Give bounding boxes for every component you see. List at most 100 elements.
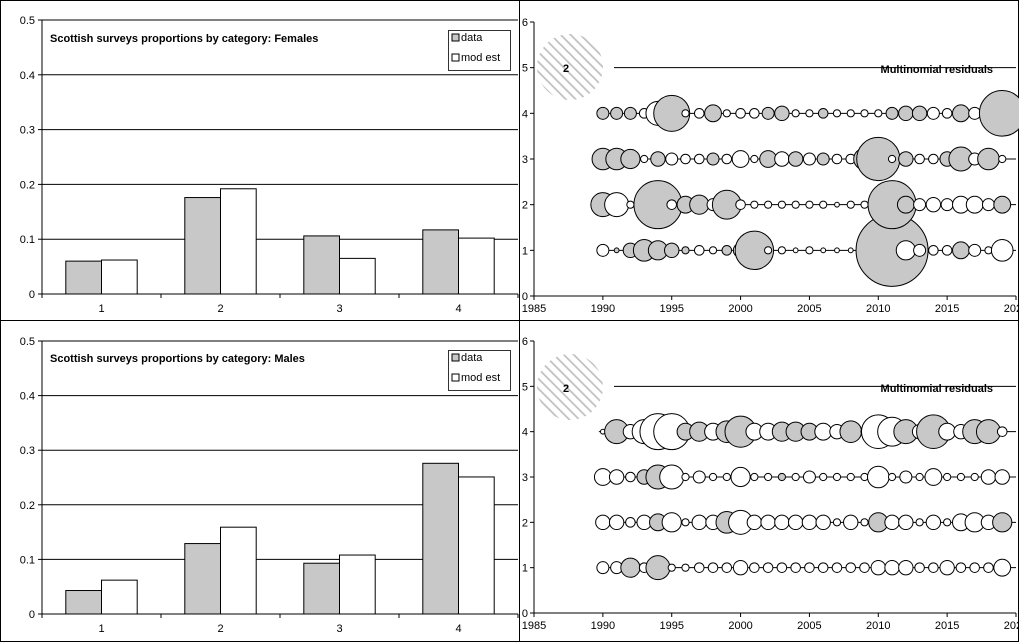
badge-label: 2 [563, 383, 569, 395]
residual-bubble [860, 200, 869, 209]
residual-bubble [732, 559, 749, 576]
x-tick-label: 1 [98, 303, 104, 315]
bar-data-3 [303, 235, 340, 295]
bar-model-1 [101, 259, 138, 295]
residual-bubble [928, 153, 939, 165]
residual-bubble [940, 198, 954, 212]
bar-data-1 [65, 260, 103, 295]
residual-bubble [898, 151, 914, 167]
residual-bubble [981, 198, 995, 212]
residual-bubble [750, 472, 759, 482]
legend-model-label: mod est [461, 372, 500, 384]
residual-bubble [730, 466, 751, 488]
bar-model-4 [458, 237, 495, 295]
legend-model-swatch [451, 373, 460, 382]
residual-bubble [760, 514, 776, 531]
y-tick-label: 0 [522, 608, 528, 620]
x-tick-label: 2020 [1004, 303, 1019, 315]
residual-bubble [681, 246, 690, 255]
residual-bubble [596, 106, 610, 120]
x-tick-label: 2005 [797, 303, 821, 315]
residual-bubble [774, 105, 790, 122]
y-tick-label: 0.5 [20, 336, 35, 348]
y-tick-label: 4 [522, 427, 528, 439]
x-tick-label: 1985 [522, 620, 546, 632]
bar-data-2 [184, 197, 222, 295]
x-tick-label: 2 [217, 623, 223, 635]
residual-bubble [846, 109, 855, 118]
residual-bubble [896, 195, 915, 214]
residual-bubble [664, 242, 680, 259]
y-tick-label: 0.1 [20, 234, 35, 246]
residual-bubble [792, 247, 799, 254]
y-tick-label: 3 [522, 472, 528, 484]
residual-bubble [777, 472, 786, 482]
residual-bubble [914, 153, 925, 165]
y-tick-label: 2 [522, 200, 528, 212]
residual-bubble [843, 514, 859, 531]
residual-bubble [659, 464, 685, 490]
hatched-badge-circle [537, 34, 603, 100]
residual-bubble [653, 94, 691, 132]
chart-title: Multinomial residuals [881, 64, 993, 76]
residual-bubble [620, 557, 641, 578]
residual-bubble [943, 518, 952, 527]
residual-bubble [761, 106, 775, 120]
x-tick-label: 2005 [797, 620, 821, 632]
x-tick-label: 2000 [728, 620, 752, 632]
residual-bubble [776, 562, 788, 573]
y-tick-label: 0.4 [20, 391, 35, 403]
residual-bubble [817, 562, 829, 573]
residual-bubble [721, 153, 733, 165]
residual-bubble [791, 200, 800, 209]
y-tick-label: 3 [522, 154, 528, 166]
chart-title: Multinomial residuals [881, 383, 993, 395]
y-tick-label: 1 [522, 245, 528, 257]
residual-bubble [990, 239, 1014, 262]
residual-bubble [613, 247, 620, 254]
residual-bubble [968, 106, 982, 120]
residual-bubble [860, 518, 869, 527]
y-tick-label: 0.2 [20, 179, 35, 191]
residual-bubble [721, 245, 733, 256]
y-tick-label: 6 [522, 336, 528, 348]
residual-bubble [845, 562, 857, 573]
residual-bubble [831, 562, 843, 573]
residual-bubble [870, 559, 886, 576]
residual-bubble [928, 562, 939, 573]
residual-bubble [814, 422, 833, 441]
residual-bubble [604, 192, 630, 218]
residual-bubble [666, 199, 678, 210]
residual-bubble [708, 246, 718, 255]
bar-data-4 [422, 229, 459, 295]
residual-bubble [898, 559, 914, 576]
y-tick-label: 0.2 [20, 500, 35, 512]
residual-bubble [749, 562, 760, 573]
residual-bubble [693, 108, 705, 119]
y-tick-label: 0 [522, 291, 528, 303]
residual-bubble [764, 246, 773, 255]
x-tick-label: 1990 [591, 303, 615, 315]
residual-bubble [721, 562, 733, 573]
residual-bubble [956, 472, 966, 482]
legend-data-label: data [461, 32, 483, 44]
residual-bubble [834, 201, 840, 208]
residual-bubble [764, 472, 773, 482]
residual-bubble [801, 514, 818, 531]
residual-bubble [777, 200, 786, 209]
residual-bubble [731, 150, 750, 168]
bar-model-2 [220, 188, 257, 295]
residual-bubble [791, 472, 800, 482]
residual-bubble [832, 518, 842, 527]
residual-bubble [805, 109, 814, 118]
residual-bubble [805, 246, 814, 255]
residual-bubble [640, 154, 649, 164]
residual-bubble [915, 472, 924, 482]
x-tick-label: 2015 [935, 620, 959, 632]
residual-bubble [681, 563, 690, 572]
residual-bubble [975, 419, 1001, 445]
residual-bubble [885, 106, 899, 120]
residual-bubble [925, 514, 942, 531]
residual-bubble [691, 514, 707, 531]
bar-data-1 [65, 590, 103, 615]
